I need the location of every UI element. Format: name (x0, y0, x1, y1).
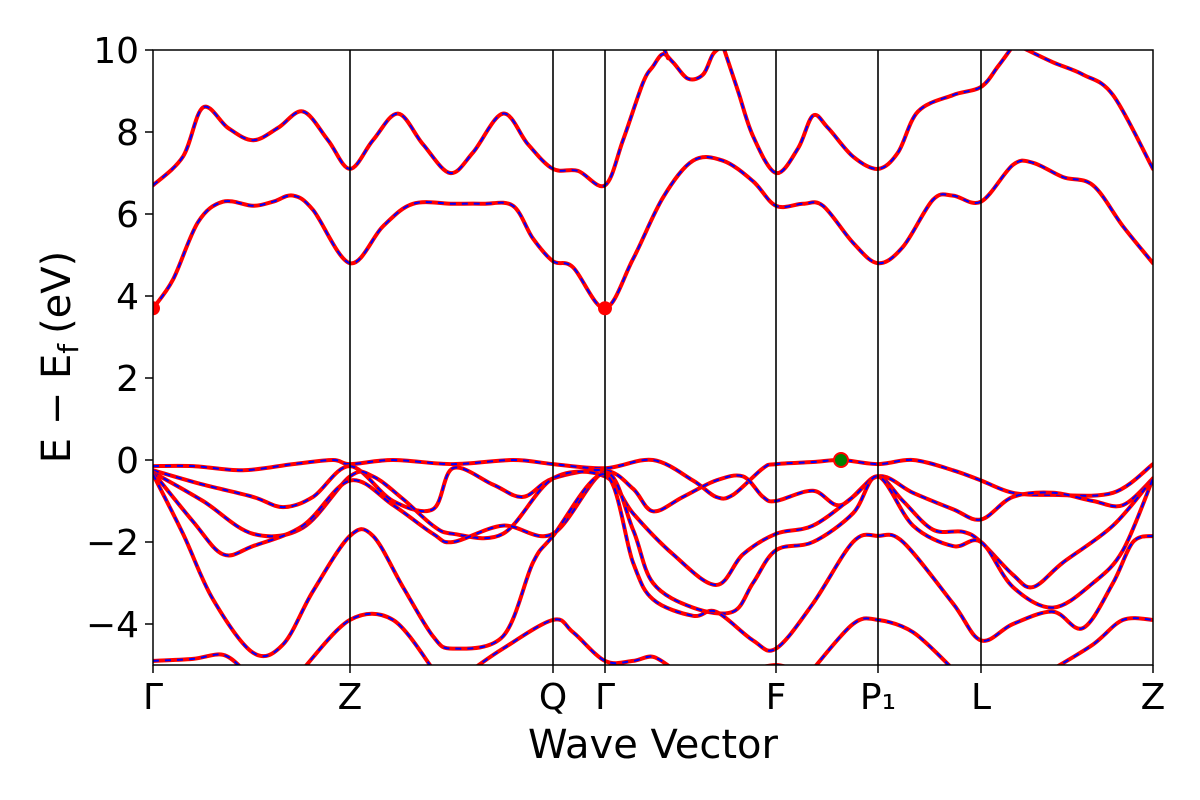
cbm-marker-1 (598, 301, 612, 316)
x-tick-label-2: Q (539, 677, 567, 718)
x-tick-label-3: Γ (595, 677, 615, 718)
vbm-marker-2 (833, 452, 849, 468)
cbm-marker-0 (153, 301, 160, 316)
band-6-dash (153, 465, 1153, 521)
band-11-dash (305, 612, 432, 665)
band-5-dash (153, 458, 1153, 500)
y-tick-label-2: 6 (116, 195, 139, 236)
y-tick-label-4: 2 (116, 359, 139, 400)
y-tick-label-6: −2 (86, 523, 139, 564)
y-axis-title-unit: (eV) (34, 251, 80, 334)
y-tick-label-3: 4 (116, 277, 139, 318)
extremum-markers (153, 301, 849, 468)
band-8-dash (153, 471, 1153, 615)
y-tick-label-7: −4 (86, 605, 139, 646)
band-7-dash (153, 470, 1153, 589)
band-4 (153, 155, 1153, 311)
x-tick-label-5: P₁ (860, 677, 896, 718)
band-5 (153, 457, 1153, 501)
k-point-lines (349, 50, 982, 665)
band-1 (662, 50, 670, 61)
x-tick-label-7: Z (1141, 677, 1166, 718)
band-lines (153, 50, 1153, 665)
x-axis-title: Wave Vector (528, 722, 779, 768)
y-ticks: 10 8 6 4 2 0 −2 −4 (86, 31, 153, 646)
x-ticks: Γ Z Q Γ F P₁ L Z (143, 665, 1165, 718)
band-12-dash (477, 618, 670, 665)
y-tick-label-0: 10 (93, 31, 139, 72)
band-0-dash (153, 50, 719, 188)
band-0 (153, 50, 721, 189)
band-3-dash (1025, 50, 1153, 170)
x-tick-label-1: Z (338, 677, 363, 718)
x-tick-label-0: Γ (143, 677, 163, 718)
y-tick-label-1: 8 (116, 113, 139, 154)
band-11 (303, 611, 433, 665)
band-14 (813, 616, 952, 665)
y-tick-label-5: 0 (116, 441, 139, 482)
band-8 (153, 470, 1153, 616)
x-tick-label-6: L (971, 677, 991, 718)
y-axis-title-sub: f (52, 343, 85, 354)
band-2 (722, 50, 1013, 176)
band-2-dash (723, 50, 1012, 175)
band-12 (475, 617, 671, 665)
band-15 (1055, 616, 1153, 665)
y-axis-title-main: E − E (34, 354, 80, 464)
x-tick-label-4: F (766, 677, 787, 718)
plot-frame (152, 49, 1154, 666)
band-4-dash (153, 156, 1153, 310)
y-axis-title: E − Ef (eV) (34, 251, 85, 464)
band-9-dash (153, 473, 1153, 658)
band-3 (1022, 50, 1153, 171)
band-10-dash (153, 653, 240, 665)
